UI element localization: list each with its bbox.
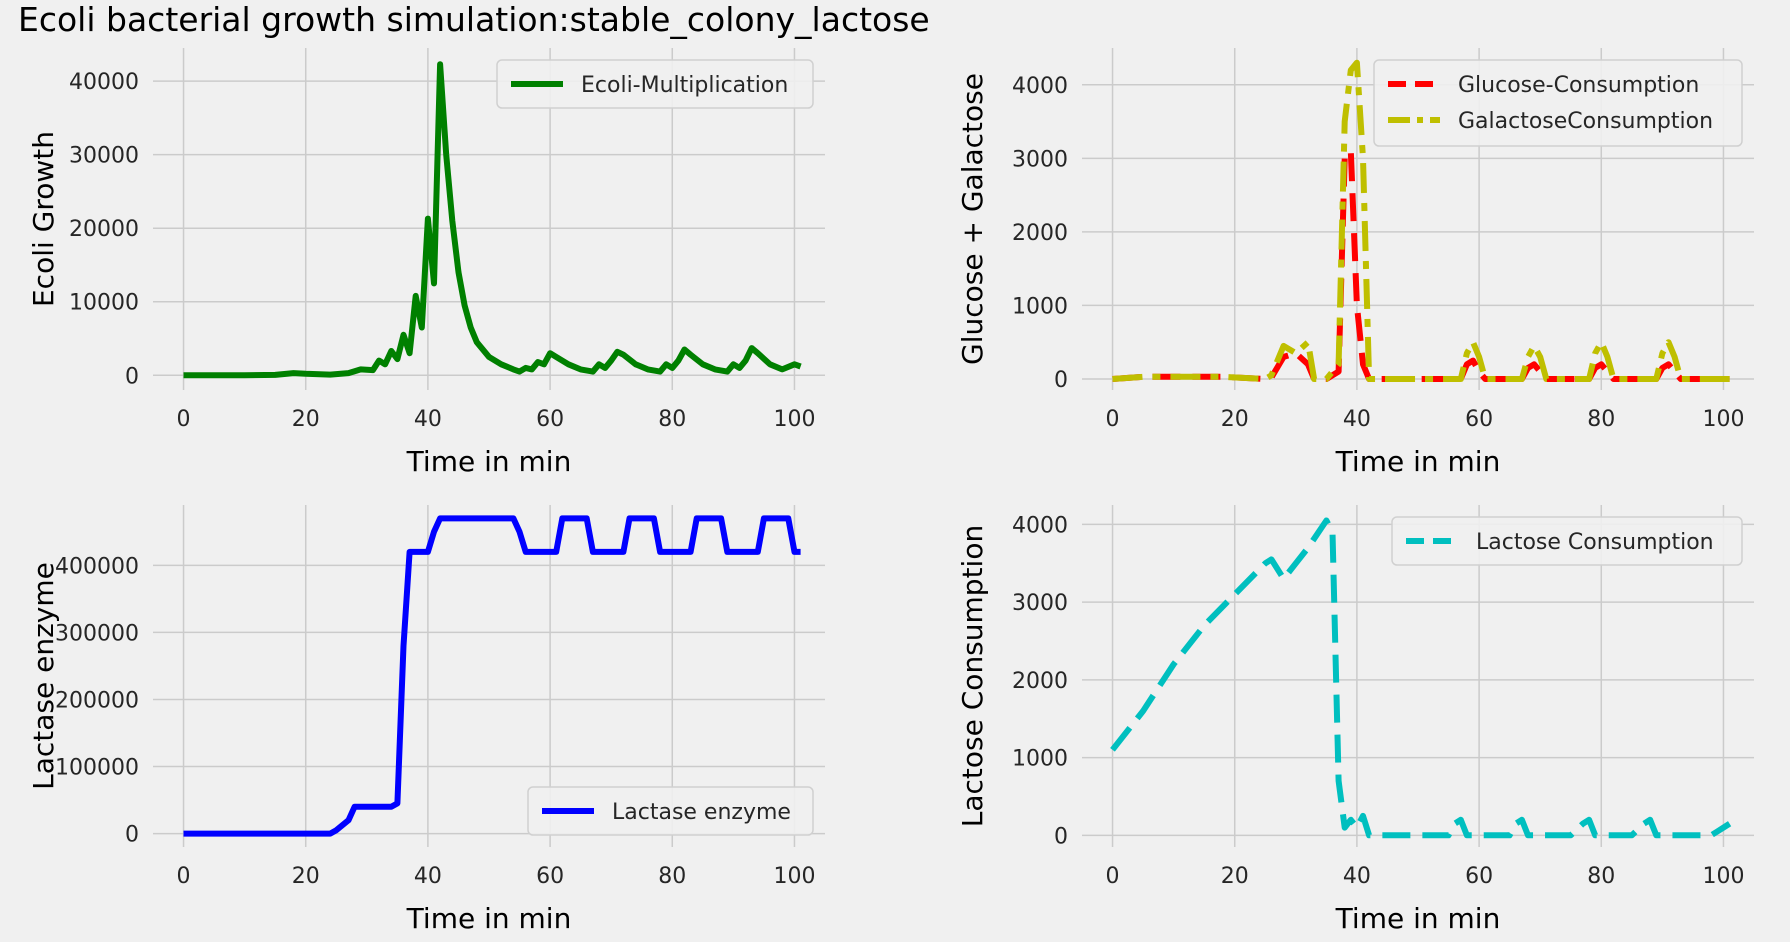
y-axis-label: Ecoli Growth [27, 131, 60, 307]
y-tick-label: 30000 [69, 144, 139, 169]
y-tick-label: 100000 [55, 756, 139, 781]
legend-label: GalactoseConsumption [1458, 109, 1713, 134]
y-tick-label: 40000 [69, 70, 139, 95]
x-tick-label: 60 [536, 864, 564, 889]
legend-label: Ecoli-Multiplication [581, 73, 788, 98]
x-tick-label: 60 [1465, 864, 1493, 889]
x-tick-label: 100 [773, 864, 815, 889]
y-axis-label: Lactose Consumption [956, 525, 989, 827]
legend-label: Lactose Consumption [1476, 530, 1714, 555]
x-axis-label: Time in min [1335, 445, 1501, 478]
y-tick-label: 300000 [55, 621, 139, 646]
x-tick-label: 60 [1465, 407, 1493, 432]
legend: Ecoli-Multiplication [496, 59, 814, 109]
y-tick-label: 0 [125, 823, 139, 848]
y-tick-label: 10000 [69, 291, 139, 316]
y-tick-label: 2000 [1012, 669, 1068, 694]
x-tick-label: 60 [536, 407, 564, 432]
x-tick-label: 40 [1343, 407, 1371, 432]
legend-box [527, 786, 814, 836]
x-tick-label: 0 [177, 407, 191, 432]
x-tick-label: 0 [1106, 407, 1120, 432]
y-tick-label: 400000 [55, 554, 139, 579]
series-line [183, 515, 801, 837]
series-line [1112, 59, 1730, 382]
x-tick-label: 100 [1702, 407, 1744, 432]
x-axis-label: Time in min [1335, 902, 1501, 935]
x-tick-label: 20 [292, 864, 320, 889]
chart-3: 0 20 40 60 80 100 0 100000 200000 300000 400000 Tim… [27, 505, 825, 935]
x-tick-label: 100 [773, 407, 815, 432]
x-tick-label: 80 [658, 407, 686, 432]
series-line [1112, 148, 1730, 382]
x-tick-label: 40 [1343, 864, 1371, 889]
y-tick-label: 3000 [1012, 591, 1068, 616]
chart-1: 0 20 40 60 80 100 0 10000 20000 30000 40000 Time in… [27, 48, 825, 478]
y-tick-label: 1000 [1012, 294, 1068, 319]
x-tick-label: 20 [1221, 407, 1249, 432]
legend-label: Lactase enzyme [612, 800, 791, 825]
y-tick-label: 2000 [1012, 221, 1068, 246]
legend: Lactase enzyme [527, 786, 814, 836]
x-tick-label: 40 [414, 407, 442, 432]
y-tick-label: 4000 [1012, 513, 1068, 538]
y-tick-label: 0 [125, 364, 139, 389]
series-line [1110, 517, 1732, 839]
y-tick-label: 20000 [69, 217, 139, 242]
figure-title: Ecoli bacterial growth simulation:stable… [18, 0, 930, 39]
x-tick-label: 80 [658, 864, 686, 889]
x-tick-label: 80 [1587, 864, 1615, 889]
x-tick-label: 0 [1106, 864, 1120, 889]
x-tick-label: 100 [1702, 864, 1744, 889]
y-tick-label: 200000 [55, 688, 139, 713]
legend-box [1373, 59, 1743, 147]
legend-box [496, 59, 814, 109]
x-tick-label: 20 [1221, 864, 1249, 889]
x-tick-label: 20 [292, 407, 320, 432]
x-tick-label: 40 [414, 864, 442, 889]
x-tick-label: 0 [177, 864, 191, 889]
y-tick-label: 1000 [1012, 747, 1068, 772]
legend: Glucose-Consumption GalactoseConsumption [1373, 59, 1743, 147]
y-tick-label: 0 [1054, 368, 1068, 393]
y-axis-label: Glucose + Galactose [956, 73, 989, 365]
x-tick-label: 80 [1587, 407, 1615, 432]
legend-box [1391, 516, 1743, 566]
legend: Lactose Consumption [1391, 516, 1743, 566]
x-axis-label: Time in min [406, 902, 572, 935]
y-tick-label: 0 [1054, 824, 1068, 849]
series-line [183, 61, 802, 379]
y-tick-label: 4000 [1012, 74, 1068, 99]
y-axis-label: Lactase enzyme [27, 562, 60, 790]
y-tick-label: 3000 [1012, 147, 1068, 172]
legend-label: Glucose-Consumption [1458, 73, 1699, 98]
x-axis-label: Time in min [406, 445, 572, 478]
